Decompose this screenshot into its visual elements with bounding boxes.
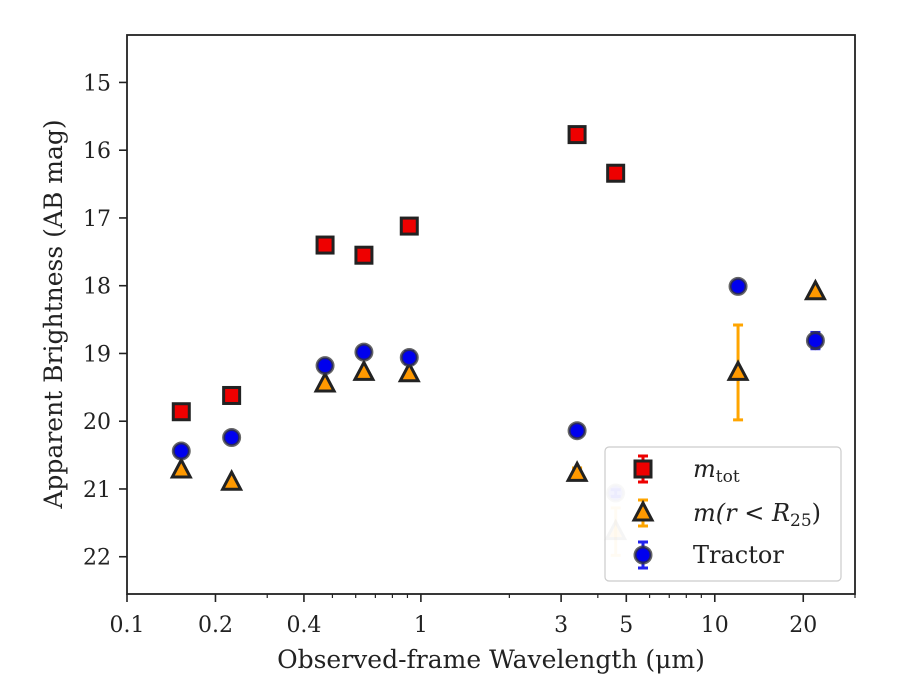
legend-label: mtot <box>693 455 740 487</box>
x-tick-label: 20 <box>789 613 817 638</box>
data-point <box>397 360 421 383</box>
square-marker <box>222 385 242 405</box>
x-tick-label: 5 <box>619 613 633 638</box>
legend-marker <box>633 545 653 565</box>
x-tick-label: 0.1 <box>110 613 145 638</box>
square-marker <box>633 459 653 479</box>
plot-frame <box>126 34 856 595</box>
square-marker <box>567 125 587 145</box>
legend-item: mtot <box>633 454 740 487</box>
data-point <box>606 163 626 183</box>
circle-marker <box>728 276 748 296</box>
x-tick-label: 0.2 <box>198 613 233 638</box>
circle-marker <box>222 427 242 447</box>
data-point <box>222 385 242 405</box>
triangle-marker <box>726 359 750 381</box>
data-point <box>313 370 337 393</box>
data-point <box>222 427 242 447</box>
y-tick-label: 16 <box>83 139 111 164</box>
data-point <box>726 359 750 381</box>
triangle-marker <box>169 456 193 479</box>
triangle-marker <box>565 460 589 482</box>
triangle-marker <box>631 499 655 522</box>
data-point <box>399 348 419 368</box>
data-point <box>565 460 589 482</box>
legend-marker <box>633 459 653 479</box>
data-point <box>805 331 825 351</box>
data-point <box>728 276 748 296</box>
data-point <box>352 359 376 381</box>
data-point <box>169 456 193 479</box>
square-marker <box>399 216 419 236</box>
legend-marker <box>631 499 655 522</box>
triangle-marker <box>220 468 244 491</box>
square-marker <box>171 402 191 422</box>
legend-item: m(r < R25) <box>631 498 821 531</box>
series-2 <box>171 276 825 503</box>
legend: mtot m(r < R25) Tractor <box>604 446 842 582</box>
data-point <box>171 402 191 422</box>
data-point <box>567 125 587 145</box>
y-axis-ticks: 15 16 17 18 19 20 21 22 <box>83 71 127 571</box>
data-point <box>803 278 827 301</box>
x-tick-label: 1 <box>414 613 428 638</box>
triangle-marker <box>803 278 827 301</box>
legend-label: Tractor <box>693 541 784 569</box>
legend-item: Tractor <box>633 540 784 570</box>
circle-marker <box>315 356 335 376</box>
x-tick-label: 10 <box>701 613 729 638</box>
circle-marker <box>567 421 587 441</box>
data-point <box>567 421 587 441</box>
data-series <box>169 125 827 557</box>
x-axis-label: Observed-frame Wavelength (μm) <box>277 645 705 674</box>
y-tick-label: 21 <box>83 478 111 503</box>
series-0 <box>171 125 626 422</box>
data-point <box>399 216 419 236</box>
circle-marker <box>633 545 653 565</box>
legend-box <box>604 446 842 582</box>
y-tick-label: 19 <box>83 342 111 367</box>
square-marker <box>315 235 335 255</box>
circle-marker <box>354 342 374 362</box>
data-point <box>220 468 244 491</box>
x-axis-ticks: 0.1 0.2 0.4 1 3 5 10 20 <box>110 594 856 638</box>
y-axis-label: Apparent Brightness (AB mag) <box>39 119 68 509</box>
y-tick-label: 22 <box>83 546 111 571</box>
x-tick-label: 3 <box>554 613 568 638</box>
data-point <box>315 356 335 376</box>
y-tick-label: 18 <box>83 275 111 300</box>
data-point <box>354 342 374 362</box>
square-marker <box>354 245 374 265</box>
data-point <box>315 235 335 255</box>
y-tick-label: 15 <box>83 71 111 96</box>
x-tick-label: 0.4 <box>286 613 321 638</box>
circle-marker <box>805 331 825 351</box>
data-point <box>354 245 374 265</box>
legend-label: m(r < R25) <box>693 499 821 531</box>
circle-marker <box>399 348 419 368</box>
square-marker <box>606 163 626 183</box>
data-point <box>171 441 191 461</box>
y-tick-label: 20 <box>83 410 111 435</box>
triangle-marker <box>313 370 337 393</box>
triangle-marker <box>397 360 421 383</box>
triangle-marker <box>352 359 376 381</box>
circle-marker <box>171 441 191 461</box>
y-tick-label: 17 <box>83 207 111 232</box>
